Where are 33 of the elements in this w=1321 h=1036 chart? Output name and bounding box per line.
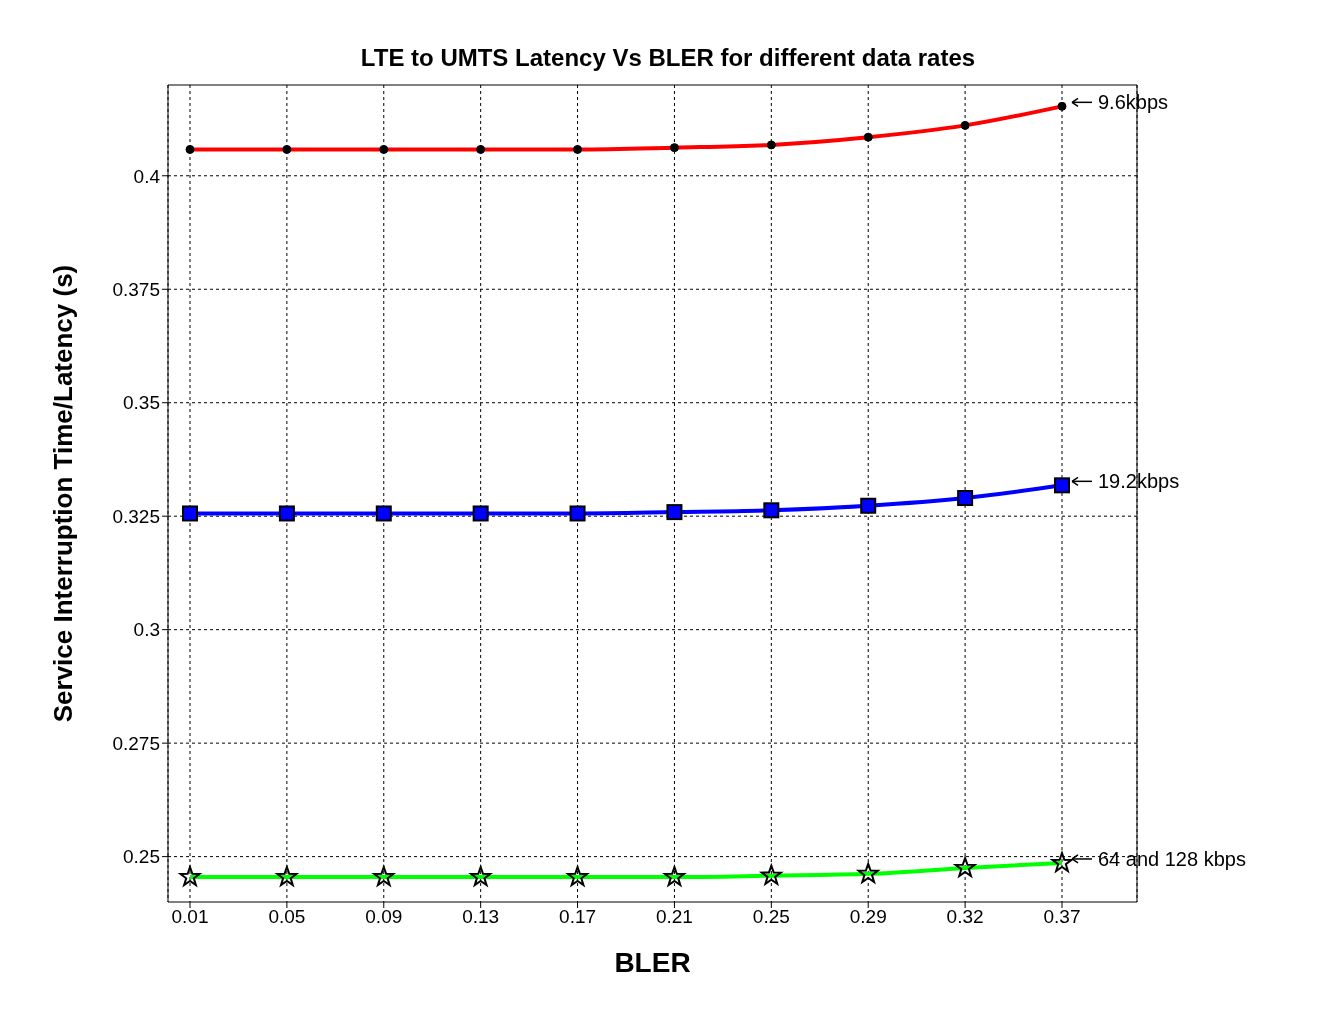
x-axis-title: BLER xyxy=(614,947,691,978)
point xyxy=(375,505,392,522)
annotation: 19.2kbps xyxy=(1098,470,1180,493)
x-tick-label: 0.29 xyxy=(849,906,887,928)
y-tick-label: 0.4 xyxy=(133,165,161,187)
y-tick-label: 0.35 xyxy=(123,392,160,414)
x-tick-label: 0.21 xyxy=(655,906,693,928)
annotation: 64 and 128 kbps xyxy=(1098,847,1246,870)
point xyxy=(182,505,198,522)
x-tick-label: 0.25 xyxy=(752,906,790,928)
y-tick-label: 0.3 xyxy=(133,619,160,641)
point xyxy=(763,502,780,519)
x-tick-label: 0.05 xyxy=(268,906,306,928)
chart-title: LTE to UMTS Latency Vs BLER for different data rates xyxy=(359,43,977,72)
x-tick-label: 0.01 xyxy=(171,906,209,928)
y-tick-label: 0.375 xyxy=(112,278,160,300)
y-tick-label: 0.25 xyxy=(123,846,160,868)
x-tick-label: 0.13 xyxy=(462,906,500,928)
point xyxy=(860,497,877,514)
point xyxy=(957,490,974,507)
x-tick-label: 0.17 xyxy=(559,906,597,928)
x-tick-label: 0.32 xyxy=(946,906,984,928)
point xyxy=(278,505,295,522)
y-axis-title: Service Interruption Time/Latency (s) xyxy=(48,264,79,723)
point xyxy=(1054,477,1070,494)
point xyxy=(666,504,683,521)
annotation: 9.6kbps xyxy=(1098,91,1169,114)
y-tick-label: 0.275 xyxy=(112,732,160,754)
y-tick-label: 0.325 xyxy=(112,505,160,527)
point xyxy=(569,505,586,522)
x-tick-label: 0.37 xyxy=(1043,906,1081,928)
point xyxy=(472,505,489,522)
x-tick-label: 0.09 xyxy=(365,906,403,928)
